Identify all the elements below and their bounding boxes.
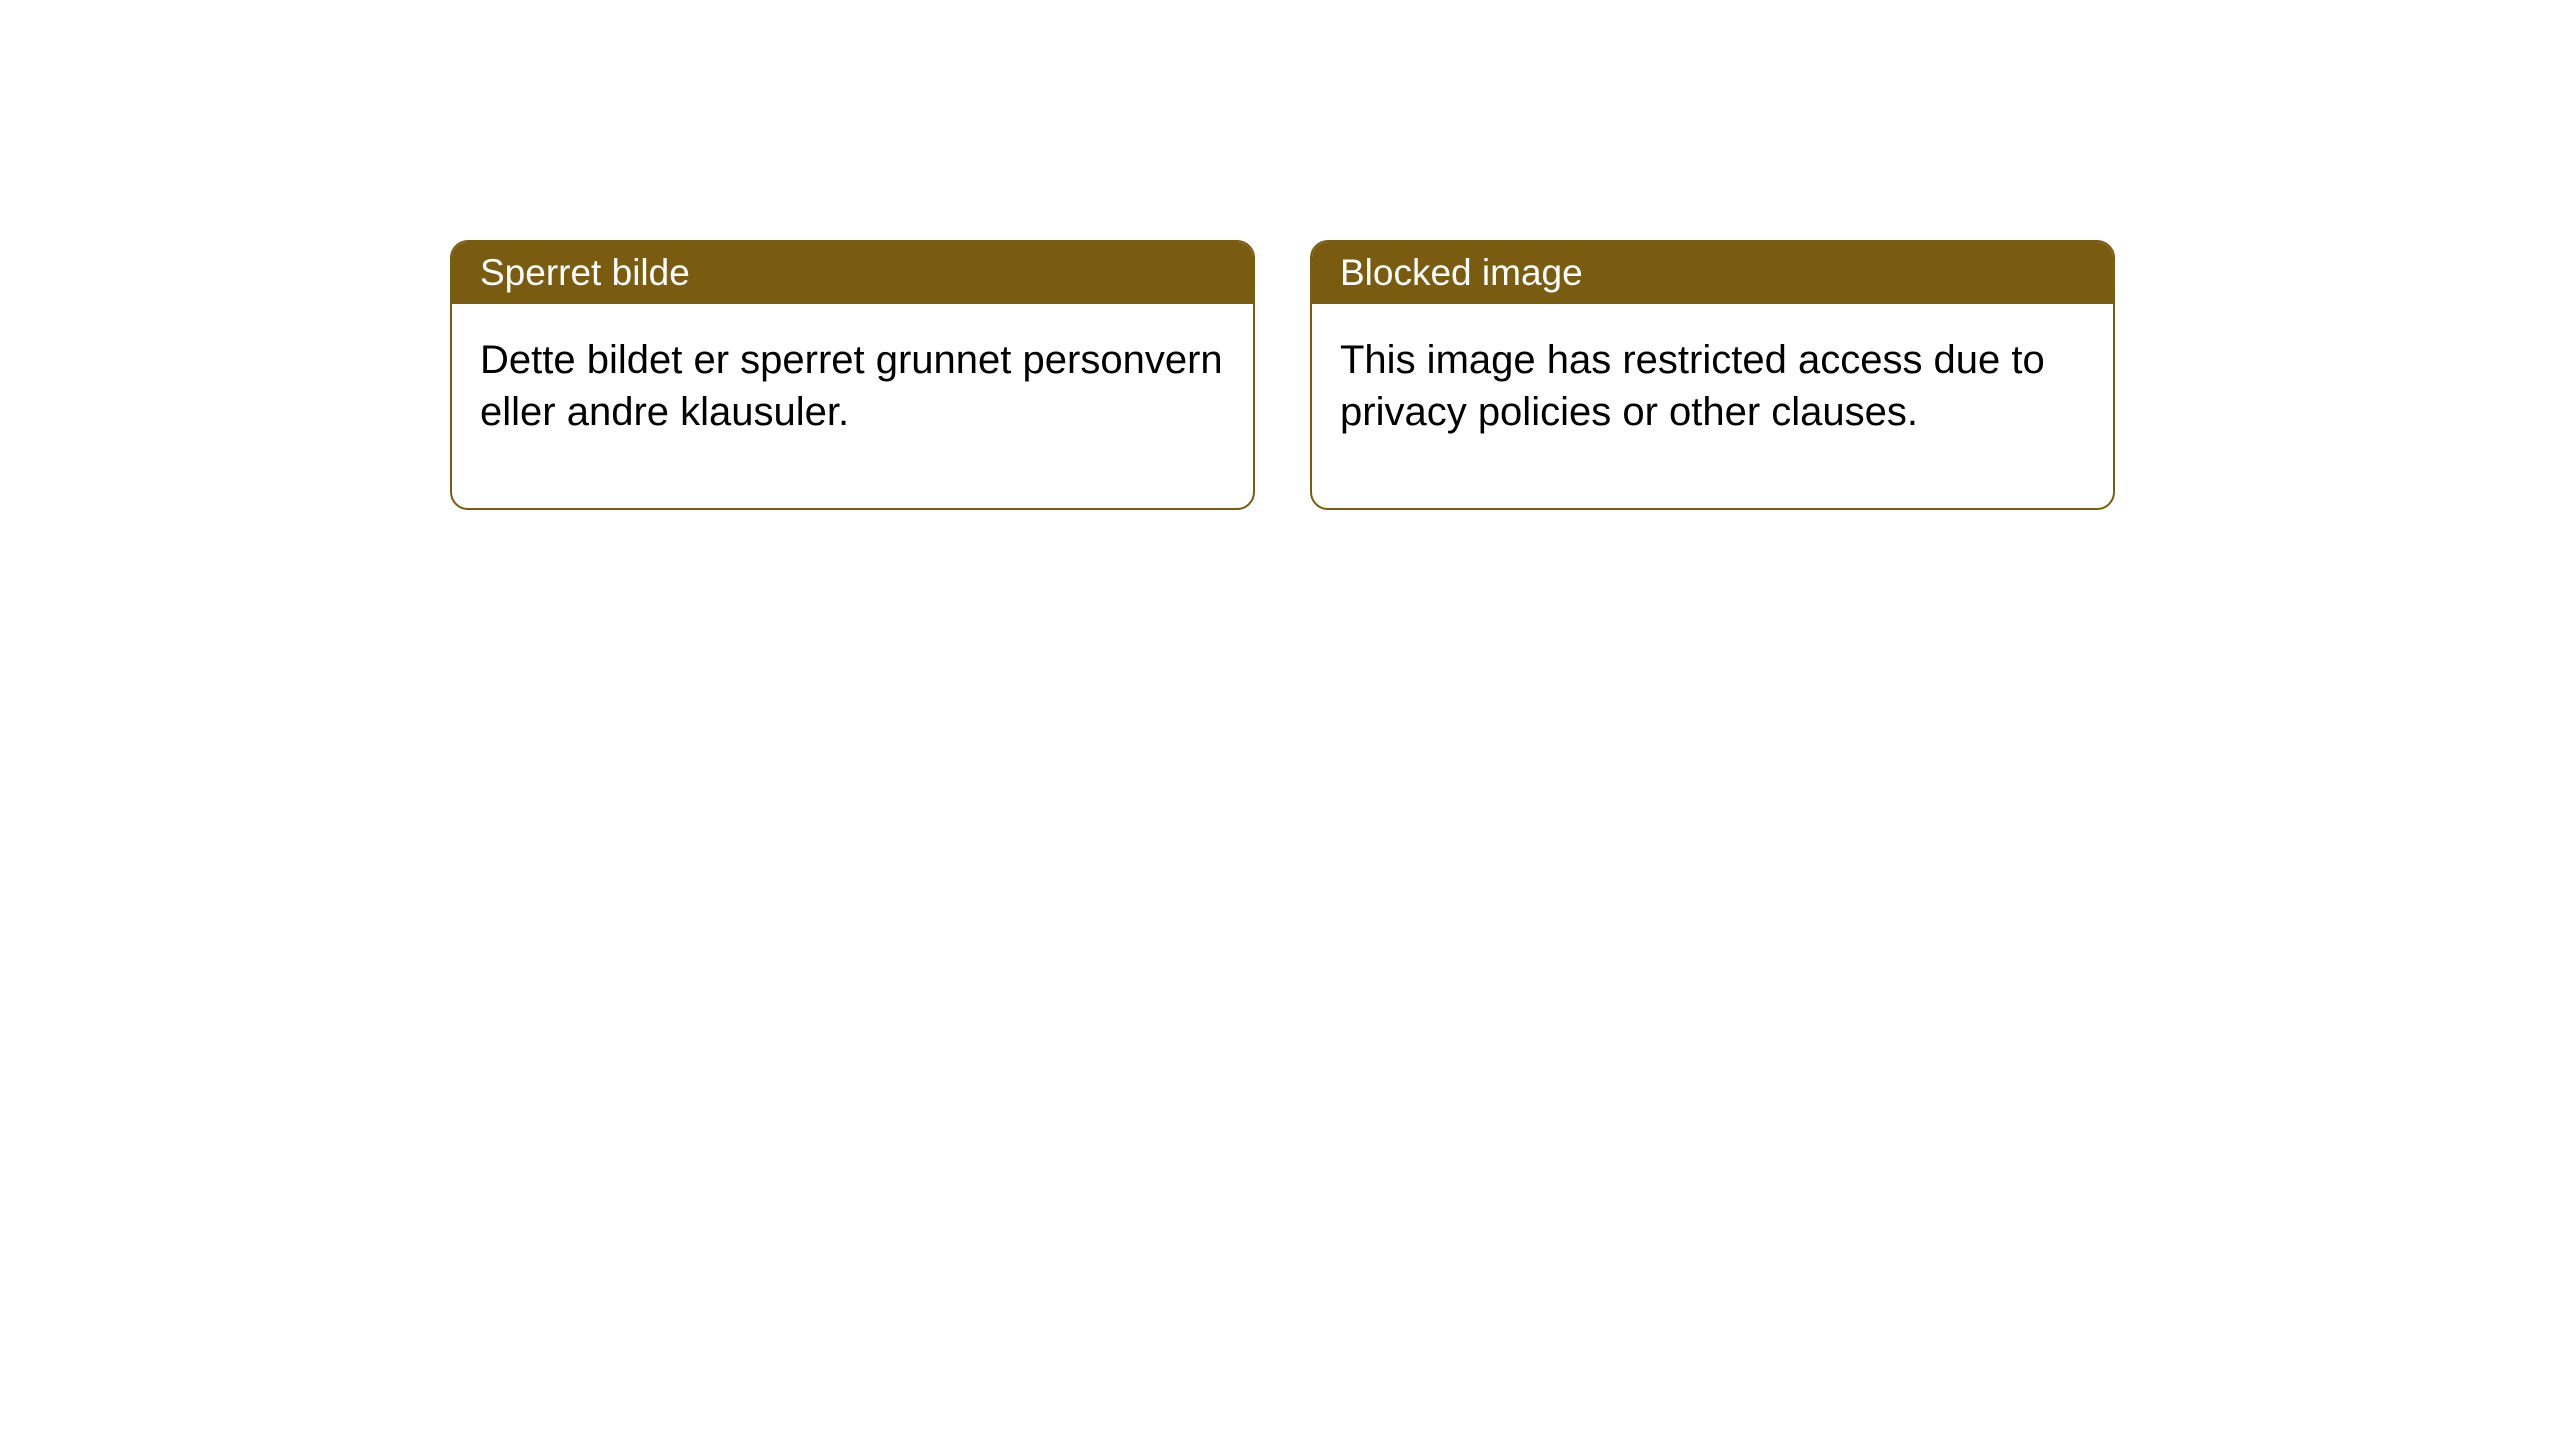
notice-body-norwegian: Dette bildet er sperret grunnet personve… <box>452 304 1253 508</box>
notice-container: Sperret bilde Dette bildet er sperret gr… <box>0 0 2560 510</box>
notice-card-norwegian: Sperret bilde Dette bildet er sperret gr… <box>450 240 1255 510</box>
notice-title-english: Blocked image <box>1312 242 2113 304</box>
notice-card-english: Blocked image This image has restricted … <box>1310 240 2115 510</box>
notice-body-english: This image has restricted access due to … <box>1312 304 2113 508</box>
notice-title-norwegian: Sperret bilde <box>452 242 1253 304</box>
